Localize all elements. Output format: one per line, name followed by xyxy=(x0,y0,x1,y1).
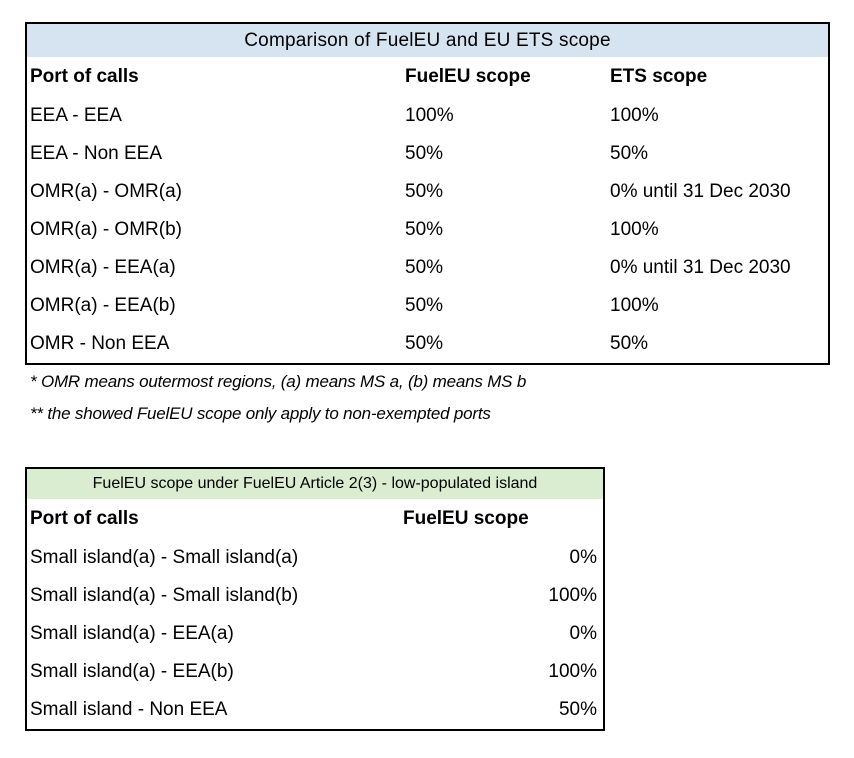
port-of-calls-cell: OMR(a) - EEA(a) xyxy=(30,257,176,278)
fueleu-scope-cell: 50% xyxy=(405,219,444,240)
port-of-calls-cell: EEA - Non EEA xyxy=(30,143,163,164)
table-row: Small island - Non EEA 50% xyxy=(27,691,603,729)
island-table-body: Small island(a) - Small island(a) 0% Sma… xyxy=(27,539,603,729)
island-table-title: FuelEU scope under FuelEU Article 2(3) -… xyxy=(27,469,603,499)
comparison-table-body: EEA - EEA 100% 100% EEA - Non EEA 50% 50… xyxy=(27,97,828,363)
ets-scope-cell: 100% xyxy=(610,105,659,126)
table-row: OMR(a) - OMR(a) 50% 0% until 31 Dec 2030 xyxy=(27,173,828,211)
fueleu-ets-comparison-table: Comparison of FuelEU and EU ETS scope Po… xyxy=(25,22,830,365)
column-header-fueleu-scope: FuelEU scope xyxy=(405,66,531,87)
column-header-port-of-calls: Port of calls xyxy=(30,508,139,529)
port-of-calls-cell: Small island(a) - Small island(b) xyxy=(30,585,299,606)
fueleu-article23-island-table: FuelEU scope under FuelEU Article 2(3) -… xyxy=(25,467,605,731)
ets-scope-cell: 50% xyxy=(610,143,649,164)
table-row: Small island(a) - Small island(b) 100% xyxy=(27,577,603,615)
ets-scope-cell: 100% xyxy=(610,295,659,316)
port-of-calls-cell: OMR - Non EEA xyxy=(30,333,170,354)
table-row: OMR - Non EEA 50% 50% xyxy=(27,325,828,363)
fueleu-scope-cell: 50% xyxy=(558,699,597,720)
footnote-omr-definition: * OMR means outermost regions, (a) means… xyxy=(30,372,527,391)
fueleu-scope-cell: 100% xyxy=(548,585,597,606)
table-row: OMR(a) - OMR(b) 50% 100% xyxy=(27,211,828,249)
comparison-table-header-row: Port of calls FuelEU scope ETS scope xyxy=(27,57,828,97)
comparison-table-title: Comparison of FuelEU and EU ETS scope xyxy=(27,24,828,57)
port-of-calls-cell: Small island(a) - EEA(b) xyxy=(30,661,234,682)
column-header-ets-scope: ETS scope xyxy=(610,66,708,87)
fueleu-scope-cell: 50% xyxy=(405,295,444,316)
fueleu-scope-cell: 50% xyxy=(405,143,444,164)
ets-scope-cell: 0% until 31 Dec 2030 xyxy=(610,181,791,202)
port-of-calls-cell: Small island - Non EEA xyxy=(30,699,228,720)
table-row: Small island(a) - EEA(a) 0% xyxy=(27,615,603,653)
island-table-header-row: Port of calls FuelEU scope xyxy=(27,499,603,539)
port-of-calls-cell: OMR(a) - OMR(b) xyxy=(30,219,182,240)
fueleu-scope-cell: 100% xyxy=(548,661,597,682)
column-header-port-of-calls: Port of calls xyxy=(30,66,139,87)
ets-scope-cell: 0% until 31 Dec 2030 xyxy=(610,257,791,278)
footnote-fueleu-scope-exemption: ** the showed FuelEU scope only apply to… xyxy=(30,404,491,423)
fueleu-scope-cell: 100% xyxy=(405,105,454,126)
port-of-calls-cell: OMR(a) - EEA(b) xyxy=(30,295,176,316)
column-header-fueleu-scope: FuelEU scope xyxy=(403,508,529,529)
table-row: Small island(a) - EEA(b) 100% xyxy=(27,653,603,691)
fueleu-scope-cell: 50% xyxy=(405,181,444,202)
port-of-calls-cell: EEA - EEA xyxy=(30,105,122,126)
ets-scope-cell: 100% xyxy=(610,219,659,240)
ets-scope-cell: 50% xyxy=(610,333,649,354)
table-row: EEA - Non EEA 50% 50% xyxy=(27,135,828,173)
fueleu-scope-cell: 0% xyxy=(569,623,597,644)
fueleu-scope-cell: 0% xyxy=(569,547,597,568)
fueleu-scope-cell: 50% xyxy=(405,333,444,354)
port-of-calls-cell: OMR(a) - OMR(a) xyxy=(30,181,182,202)
fueleu-scope-cell: 50% xyxy=(405,257,444,278)
table-row: OMR(a) - EEA(b) 50% 100% xyxy=(27,287,828,325)
port-of-calls-cell: Small island(a) - Small island(a) xyxy=(30,547,299,568)
table-row: EEA - EEA 100% 100% xyxy=(27,97,828,135)
port-of-calls-cell: Small island(a) - EEA(a) xyxy=(30,623,234,644)
table-row: Small island(a) - Small island(a) 0% xyxy=(27,539,603,577)
table-row: OMR(a) - EEA(a) 50% 0% until 31 Dec 2030 xyxy=(27,249,828,287)
